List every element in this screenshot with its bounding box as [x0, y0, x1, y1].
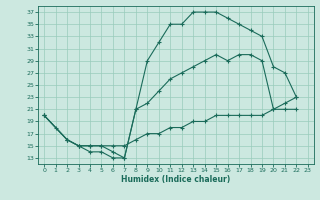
X-axis label: Humidex (Indice chaleur): Humidex (Indice chaleur) [121, 175, 231, 184]
